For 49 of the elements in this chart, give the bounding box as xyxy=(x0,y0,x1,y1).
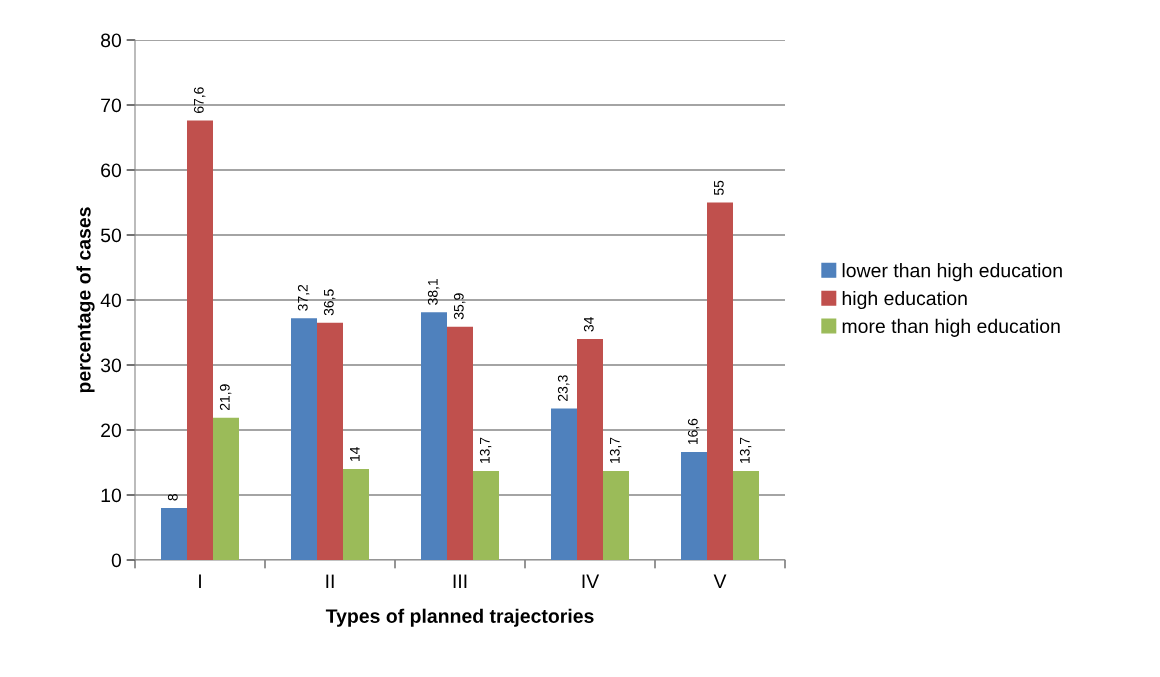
bar xyxy=(577,339,603,560)
x-tick-label: II xyxy=(326,574,334,588)
x-tick-label: V xyxy=(713,574,727,588)
x-tick-label: III xyxy=(453,574,467,588)
y-tick-label: 50 xyxy=(100,228,122,243)
x-axis-title: Types of planned trajectories xyxy=(325,608,594,627)
bar xyxy=(733,470,759,560)
data-label: 21,9 xyxy=(219,384,232,411)
legend-label: more than high education xyxy=(842,318,1060,337)
y-tick-label: 40 xyxy=(100,293,122,308)
data-label: 38,1 xyxy=(427,279,440,305)
x-tick-label: I xyxy=(199,574,201,588)
data-label: 55 xyxy=(714,180,724,195)
bar xyxy=(317,322,343,560)
bar xyxy=(343,469,369,560)
bar xyxy=(681,452,707,560)
data-label: 13,7 xyxy=(609,437,622,463)
data-label: 14 xyxy=(350,447,360,461)
data-label: 34 xyxy=(583,317,594,332)
y-tick-label: 0 xyxy=(111,553,122,568)
data-label: 16,6 xyxy=(687,418,700,445)
bar xyxy=(421,312,447,560)
bar xyxy=(603,470,629,560)
data-label: 37,2 xyxy=(297,284,310,311)
data-label: 13,7 xyxy=(739,437,752,463)
y-tick-label: 10 xyxy=(101,488,122,503)
y-axis-title: percentage of cases xyxy=(76,207,95,393)
bar xyxy=(551,408,577,560)
bar xyxy=(707,202,733,560)
x-tick-label: IV xyxy=(582,574,600,588)
y-tick-label: 70 xyxy=(101,98,122,113)
bar xyxy=(291,318,317,560)
y-tick-label: 60 xyxy=(101,163,122,178)
data-label: 36,5 xyxy=(323,289,336,316)
legend-label: lower than high education xyxy=(842,263,1062,282)
y-tick-label: 80 xyxy=(101,33,122,48)
bar xyxy=(213,417,239,560)
data-label: 67,6 xyxy=(193,87,206,113)
data-label: 35,9 xyxy=(453,293,466,320)
y-tick-label: 30 xyxy=(100,358,122,373)
bar xyxy=(473,470,499,560)
bar xyxy=(161,508,187,560)
bar xyxy=(187,120,213,560)
data-label: 13,7 xyxy=(479,437,492,463)
data-label: 23,3 xyxy=(557,375,570,401)
bar xyxy=(447,326,473,560)
data-label: 8 xyxy=(167,493,178,501)
y-tick-label: 20 xyxy=(101,423,122,438)
legend-label: high education xyxy=(842,290,967,310)
